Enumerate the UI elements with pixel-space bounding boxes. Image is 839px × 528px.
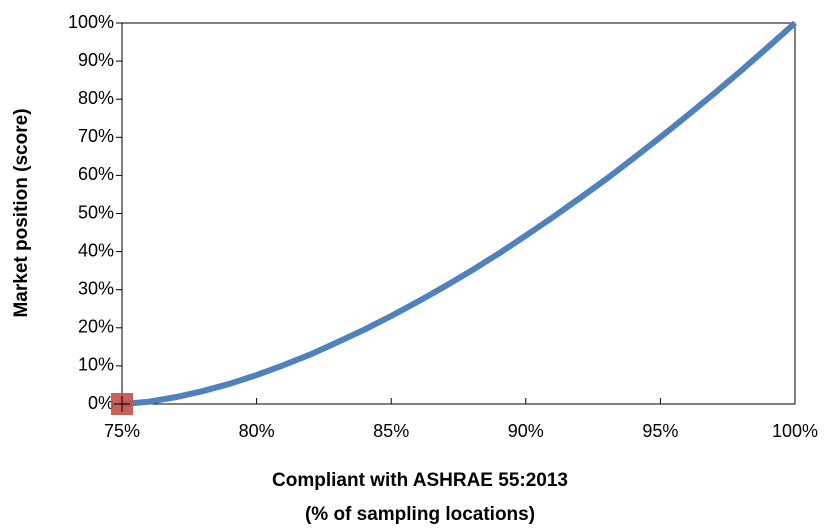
y-tick-label: 70% bbox=[78, 126, 114, 146]
y-tick-label: 90% bbox=[78, 50, 114, 70]
y-tick-label: 0% bbox=[88, 393, 114, 413]
y-tick-label: 10% bbox=[78, 355, 114, 375]
y-tick-label: 60% bbox=[78, 164, 114, 184]
line bbox=[121, 20, 797, 407]
y-axis-label: Market position (score) bbox=[11, 108, 32, 317]
x-axis-label: Compliant with ASHRAE 55:2013 bbox=[272, 470, 568, 491]
x-axis-label: (% of sampling locations) bbox=[305, 504, 535, 525]
x-tick-label: 85% bbox=[373, 421, 409, 441]
y-tick-label: 20% bbox=[78, 317, 114, 337]
y-tick-label: 30% bbox=[78, 278, 114, 298]
x-tick-label: 75% bbox=[104, 421, 140, 441]
y-tick-label: 100% bbox=[68, 12, 114, 32]
x-tick-label: 100% bbox=[772, 421, 818, 441]
y-tick-label: 80% bbox=[78, 88, 114, 108]
y-tick-label: 40% bbox=[78, 240, 114, 260]
plot-frame bbox=[121, 22, 796, 405]
x-tick-label: 95% bbox=[642, 421, 678, 441]
x-tick-label: 90% bbox=[508, 421, 544, 441]
y-tick-label: 50% bbox=[78, 202, 114, 222]
x-tick-label: 80% bbox=[239, 421, 275, 441]
